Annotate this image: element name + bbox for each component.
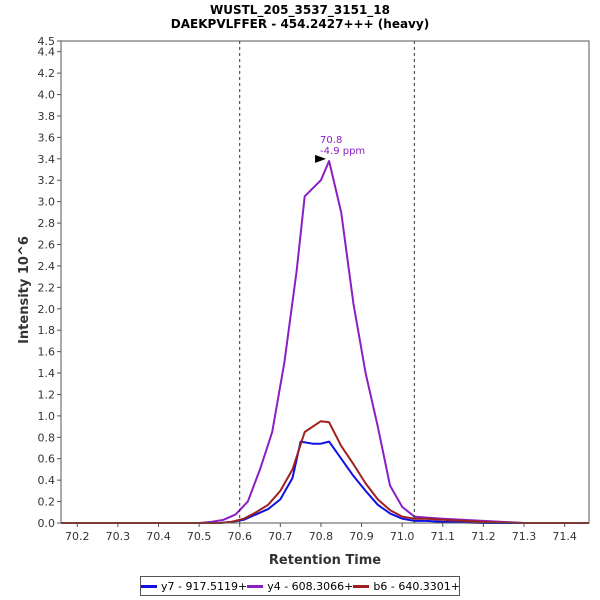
y-tick-label: 0.0 bbox=[38, 517, 56, 530]
plot-frame bbox=[60, 40, 590, 524]
y-tick-label: 3.4 bbox=[38, 153, 56, 166]
y-tick-label: 4.4 bbox=[38, 46, 56, 59]
peak-marker bbox=[315, 154, 327, 163]
chart-title: WUSTL_205_3537_3151_18 bbox=[210, 3, 390, 17]
y-tick-label: 3.0 bbox=[38, 196, 56, 209]
series-line-0 bbox=[61, 440, 589, 524]
x-tick-label: 71.4 bbox=[552, 530, 577, 543]
legend-swatch bbox=[353, 584, 370, 588]
series-line-2 bbox=[61, 420, 589, 524]
y-tick-label: 1.8 bbox=[38, 324, 56, 337]
y-tick-label: 2.8 bbox=[38, 217, 56, 230]
legend-label: y7 - 917.5119+ bbox=[161, 579, 248, 593]
legend-item: b6 - 640.3301+ bbox=[353, 580, 460, 593]
legend-swatch bbox=[247, 584, 264, 588]
y-tick-label: 4.0 bbox=[38, 89, 56, 102]
y-tick-label: 0.8 bbox=[38, 431, 56, 444]
y-tick-label: 3.8 bbox=[38, 110, 56, 123]
y-tick-label: 2.0 bbox=[38, 303, 56, 316]
x-tick-label: 70.6 bbox=[227, 530, 252, 543]
y-tick-label: 1.2 bbox=[38, 388, 56, 401]
y-tick-label: 4.2 bbox=[38, 67, 56, 80]
series-line-1 bbox=[61, 160, 589, 524]
x-axis-label: Retention Time bbox=[269, 553, 381, 568]
legend-label: b6 - 640.3301+ bbox=[373, 579, 461, 593]
legend-label: y4 - 608.3066+ bbox=[267, 579, 354, 593]
y-tick-label: 3.6 bbox=[38, 131, 56, 144]
y-tick-label: 2.6 bbox=[38, 239, 56, 252]
y-tick-label: 4.5 bbox=[38, 35, 56, 48]
x-tick-label: 70.9 bbox=[349, 530, 374, 543]
y-tick-label: 0.2 bbox=[38, 496, 56, 509]
peak-ppm-label: -4.9 ppm bbox=[320, 146, 365, 157]
peak-rt-label: 70.8 bbox=[320, 135, 342, 146]
x-tick-label: 70.4 bbox=[146, 530, 171, 543]
y-tick-label: 1.0 bbox=[38, 410, 56, 423]
chart-subtitle: DAEKPVLFFER - 454.2427+++ (heavy) bbox=[170, 17, 430, 31]
y-tick-label: 2.4 bbox=[38, 260, 56, 273]
x-tick-label: 71.3 bbox=[512, 530, 537, 543]
x-tick-label: 71.1 bbox=[431, 530, 456, 543]
y-tick-label: 1.6 bbox=[38, 346, 56, 359]
legend-item: y4 - 608.3066+ bbox=[247, 580, 353, 593]
x-tick-label: 70.5 bbox=[187, 530, 212, 543]
legend-swatch bbox=[141, 584, 157, 588]
x-tick-label: 71.0 bbox=[390, 530, 415, 543]
x-tick-label: 70.8 bbox=[309, 530, 334, 543]
legend: y7 - 917.5119+ y4 - 608.3066+ b6 - 640.330… bbox=[140, 576, 460, 596]
y-tick-label: 0.4 bbox=[38, 474, 56, 487]
y-tick-label: 1.4 bbox=[38, 367, 56, 380]
y-axis-label: Intensity 10^6 bbox=[17, 236, 32, 344]
legend-item: y7 - 917.5119+ bbox=[141, 580, 247, 593]
y-tick-label: 3.2 bbox=[38, 174, 56, 187]
x-tick-label: 71.2 bbox=[471, 530, 496, 543]
x-tick-label: 70.2 bbox=[65, 530, 90, 543]
x-tick-label: 70.7 bbox=[268, 530, 293, 543]
y-tick-label: 2.2 bbox=[38, 281, 56, 294]
y-tick-label: 0.6 bbox=[38, 453, 56, 466]
x-tick-label: 70.3 bbox=[106, 530, 131, 543]
